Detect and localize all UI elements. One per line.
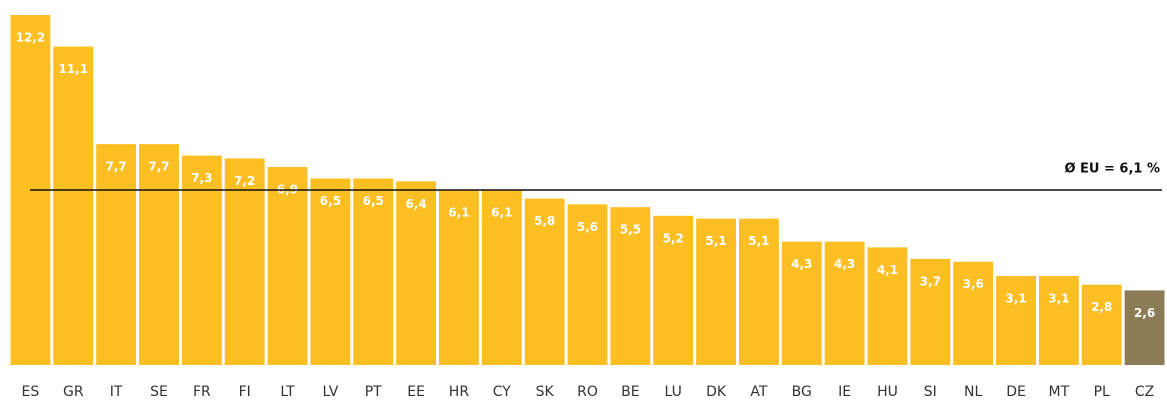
- x-tick-label: LU: [665, 384, 682, 400]
- bar: [181, 155, 222, 365]
- value-label: 7,3: [191, 171, 212, 185]
- x-tick-label: DK: [706, 384, 727, 400]
- bar: [1081, 284, 1122, 365]
- value-label: 5,5: [620, 223, 641, 237]
- x-tick-label: LV: [322, 384, 338, 400]
- value-label: 4,3: [834, 257, 855, 271]
- bar: [267, 167, 308, 365]
- value-label: 12,2: [16, 31, 46, 45]
- x-tick-label: PL: [1094, 384, 1110, 400]
- bar: [1038, 276, 1079, 365]
- x-tick-label: LT: [280, 384, 295, 400]
- value-label: 7,7: [105, 160, 126, 174]
- value-label: 2,8: [1091, 300, 1112, 314]
- x-tick-label: HU: [877, 384, 898, 400]
- x-tick-label: SI: [924, 384, 937, 400]
- value-label: 11,1: [58, 62, 88, 76]
- bar: [524, 198, 565, 365]
- x-tick-label: SE: [150, 384, 168, 400]
- value-label: 6,1: [491, 206, 512, 220]
- value-label: 7,2: [234, 174, 255, 188]
- value-label: 5,1: [705, 234, 726, 248]
- value-label: 6,5: [320, 194, 341, 208]
- x-tick-label: CZ: [1135, 384, 1154, 400]
- x-tick-label: ES: [22, 384, 40, 400]
- bar: [610, 207, 651, 365]
- value-label: 3,1: [1005, 292, 1026, 306]
- value-label: 3,1: [1048, 292, 1069, 306]
- bar: [910, 258, 951, 365]
- x-tick-label: RO: [577, 384, 598, 400]
- x-tick-label: PT: [365, 384, 382, 400]
- bar: [567, 204, 608, 365]
- bar: [53, 46, 94, 366]
- value-label: 6,4: [405, 197, 426, 211]
- bar: [953, 261, 994, 365]
- bar: [224, 158, 265, 365]
- bar: [481, 190, 522, 365]
- bar: [439, 190, 479, 365]
- x-tick-label: IE: [838, 384, 851, 400]
- bar: [996, 276, 1036, 365]
- x-tick-label: NL: [964, 384, 982, 400]
- x-tick-label: CY: [493, 384, 512, 400]
- x-tick-label: AT: [750, 384, 767, 400]
- bar: [139, 144, 179, 365]
- value-label: 4,3: [791, 257, 812, 271]
- value-label: 6,1: [448, 206, 469, 220]
- value-label: 5,8: [534, 214, 555, 228]
- bar: [310, 178, 351, 365]
- bar: [781, 241, 822, 365]
- bar: [696, 218, 736, 365]
- x-tick-label: GR: [63, 384, 84, 400]
- bar: [867, 247, 908, 365]
- value-label: 7,7: [148, 160, 169, 174]
- value-label: 5,6: [577, 220, 598, 234]
- value-label: 5,2: [663, 231, 684, 245]
- bar: [96, 144, 137, 365]
- bar: [824, 241, 865, 365]
- value-label: 2,6: [1134, 306, 1155, 320]
- bar: [653, 215, 694, 365]
- x-tick-label: SK: [536, 384, 555, 400]
- reference-label: Ø EU = 6,1 %: [1064, 162, 1160, 177]
- x-tick-label: IT: [110, 384, 123, 400]
- x-tick-label: MT: [1049, 384, 1070, 400]
- bar: [396, 181, 437, 365]
- value-label: 3,7: [920, 274, 941, 288]
- value-label: 4,1: [877, 263, 898, 277]
- bar: [1124, 290, 1165, 365]
- x-tick-label: HR: [449, 384, 470, 400]
- value-label: 6,5: [363, 194, 384, 208]
- x-tick-label: FI: [239, 384, 251, 400]
- x-tick-label: BE: [621, 384, 639, 400]
- bar: [353, 178, 394, 365]
- value-label: 5,1: [748, 234, 769, 248]
- x-tick-label: DE: [1006, 384, 1026, 400]
- x-tick-label: EE: [407, 384, 425, 400]
- value-label: 3,6: [963, 277, 984, 291]
- x-tick-label: BG: [792, 384, 812, 400]
- bar: [738, 218, 779, 365]
- x-tick-label: FR: [193, 384, 211, 400]
